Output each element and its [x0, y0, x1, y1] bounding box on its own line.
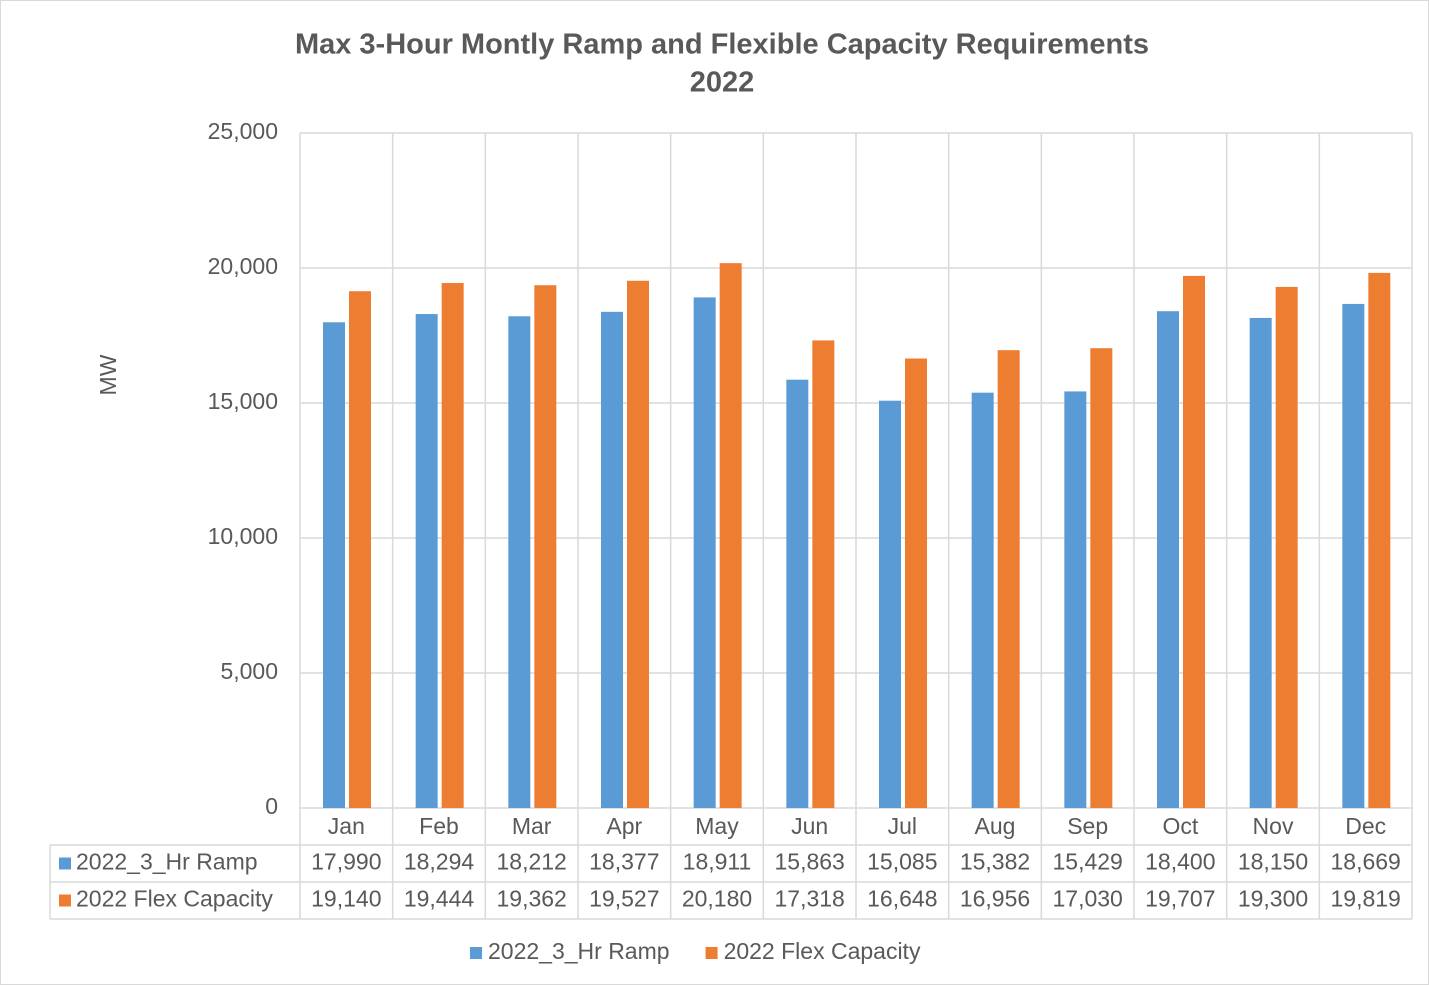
y-tick-label: 10,000 — [208, 523, 278, 549]
y-tick-label: 20,000 — [208, 253, 278, 279]
bar — [349, 291, 371, 809]
data-label: 19,444 — [404, 886, 475, 912]
bar — [786, 379, 809, 808]
data-label: 18,212 — [496, 849, 566, 875]
x-tick-label: Aug — [975, 813, 1016, 839]
y-tick-label: 0 — [265, 793, 278, 819]
data-label: 19,707 — [1145, 886, 1215, 912]
data-label: 16,956 — [960, 886, 1030, 912]
bar — [812, 340, 835, 808]
legend-key — [59, 894, 71, 907]
chart-title: Max 3-Hour Montly Ramp and Flexible Capa… — [295, 29, 1149, 61]
bar — [627, 280, 649, 808]
data-label: 18,669 — [1330, 849, 1400, 875]
legend-label: 2022 Flex Capacity — [724, 938, 921, 964]
bar — [1090, 348, 1113, 808]
data-label: 17,318 — [774, 886, 844, 912]
data-label: 20,180 — [682, 886, 752, 912]
data-label: 15,085 — [867, 849, 937, 875]
data-label: 19,140 — [311, 886, 381, 912]
legend-key — [59, 857, 71, 870]
y-tick-label: 25,000 — [208, 118, 278, 144]
y-tick-label: 5,000 — [220, 658, 278, 684]
legend-label: 2022_3_Hr Ramp — [488, 938, 670, 964]
bar — [601, 311, 623, 808]
table-row-label: 2022 Flex Capacity — [76, 886, 273, 912]
legend-key — [470, 947, 482, 959]
bar — [1275, 286, 1298, 808]
data-label: 18,911 — [683, 849, 752, 875]
bar — [1249, 317, 1272, 808]
bar — [415, 314, 438, 808]
bar — [534, 285, 557, 808]
x-tick-label: Jan — [328, 813, 365, 839]
bar — [1368, 272, 1391, 809]
legend-key — [705, 947, 718, 959]
x-tick-label: Jun — [791, 813, 828, 839]
bar — [971, 392, 994, 808]
x-tick-label: Sep — [1067, 813, 1108, 839]
data-label: 19,300 — [1238, 886, 1308, 912]
bar — [1342, 303, 1365, 808]
bar — [997, 350, 1020, 808]
x-tick-label: Mar — [512, 813, 552, 839]
data-label: 15,429 — [1052, 849, 1122, 875]
data-label: 18,150 — [1238, 849, 1308, 875]
x-tick-label: Oct — [1162, 813, 1198, 839]
data-label: 19,362 — [496, 886, 566, 912]
data-label: 19,527 — [589, 886, 659, 912]
y-axis-label: MW — [95, 354, 121, 395]
data-label: 15,863 — [774, 849, 844, 875]
bar — [323, 322, 345, 808]
data-label: 19,819 — [1330, 886, 1400, 912]
x-tick-label: Jul — [888, 813, 917, 839]
y-tick-label: 15,000 — [208, 388, 278, 414]
bar — [693, 297, 716, 808]
data-label: 16,648 — [867, 886, 937, 912]
data-label: 18,400 — [1145, 849, 1215, 875]
x-tick-label: Nov — [1253, 813, 1294, 839]
x-tick-label: May — [695, 813, 739, 839]
bar — [879, 400, 901, 808]
x-tick-label: Dec — [1345, 813, 1386, 839]
chart-title: 2022 — [690, 67, 755, 99]
data-label: 18,294 — [404, 849, 475, 875]
x-tick-label: Apr — [606, 813, 642, 839]
data-label: 17,990 — [311, 849, 381, 875]
bar — [719, 263, 742, 808]
data-label: 15,382 — [960, 849, 1030, 875]
table-row-label: 2022_3_Hr Ramp — [76, 849, 258, 875]
bar — [1064, 391, 1087, 808]
data-label: 17,030 — [1052, 886, 1122, 912]
x-tick-label: Feb — [419, 813, 459, 839]
bar — [441, 283, 464, 809]
bar — [905, 358, 927, 808]
bar — [1157, 311, 1179, 808]
bar — [508, 316, 531, 808]
bar — [1183, 275, 1205, 808]
data-label: 18,377 — [589, 849, 659, 875]
